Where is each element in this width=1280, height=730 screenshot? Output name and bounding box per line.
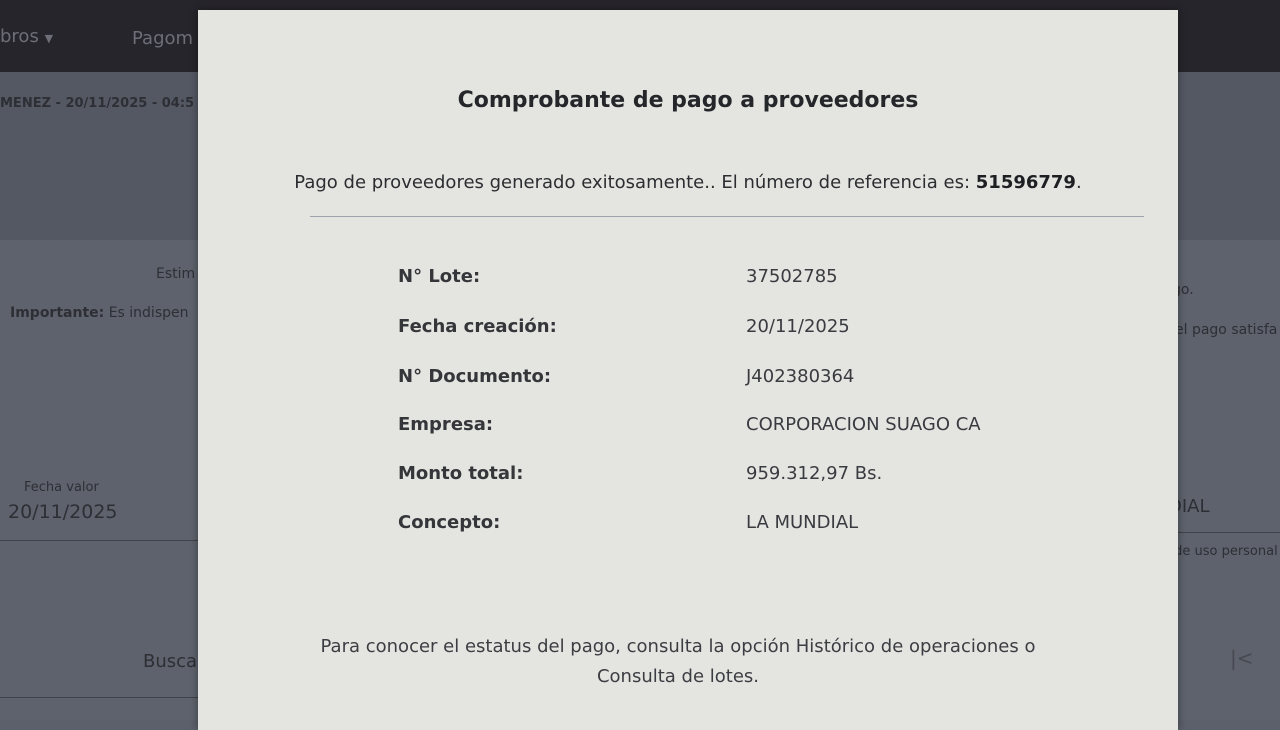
concept-field[interactable]: DIAL [1168, 496, 1210, 517]
detail-value: 20/11/2025 [746, 316, 850, 337]
right-note-3: o de uso personal [1162, 544, 1278, 559]
fecha-valor-field[interactable]: 20/11/2025 [8, 501, 118, 523]
modal-title: Comprobante de pago a proveedores [457, 88, 919, 113]
status-info-text: Para conocer el estatus del pago, consul… [320, 636, 1036, 687]
important-label: Importante: [10, 305, 105, 321]
first-page-icon[interactable]: |< [1230, 646, 1254, 670]
detail-label: N° Lote: [398, 266, 481, 287]
nav-menu-item-pago[interactable]: Pagom [132, 28, 194, 49]
nav-label: bros [0, 26, 39, 47]
user-session-info: MENEZ - 20/11/2025 - 04:5 [0, 96, 195, 111]
fecha-valor-label: Fecha valor [24, 480, 99, 495]
important-text: Es indispen [108, 305, 189, 321]
detail-value: CORPORACION SUAGO CA [746, 414, 981, 435]
message-end: . [1075, 172, 1082, 193]
detail-label: Monto total: [398, 463, 524, 484]
caret-down-icon: ▼ [44, 32, 54, 45]
field-underline [1165, 532, 1280, 533]
detail-value: J402380364 [746, 366, 855, 387]
detail-label: Concepto: [398, 512, 501, 533]
divider [310, 216, 1144, 217]
detail-value: 37502785 [746, 266, 838, 287]
detail-label: Empresa: [398, 414, 494, 435]
field-underline [0, 540, 198, 541]
reference-number: 51596779 [975, 172, 1076, 193]
detail-label: Fecha creación: [398, 316, 557, 337]
important-note: Importante: Es indispen [10, 305, 188, 321]
payment-receipt-modal: Comprobante de pago a proveedores Pago d… [198, 10, 1178, 730]
detail-value: LA MUNDIAL [746, 512, 859, 533]
detail-label: N° Documento: [398, 366, 552, 387]
divider [0, 697, 198, 698]
success-message: Pago de proveedores generado exitosament… [198, 172, 1178, 193]
success-text: Pago de proveedores generado exitosament… [294, 172, 971, 193]
right-note-2: el pago satisfa [1175, 322, 1278, 338]
estimate-text: Estim [156, 266, 196, 282]
search-button[interactable]: Busca [143, 651, 198, 672]
detail-value: 959.312,97 Bs. [746, 463, 883, 484]
nav-menu-item[interactable]: bros ▼ [0, 26, 53, 47]
